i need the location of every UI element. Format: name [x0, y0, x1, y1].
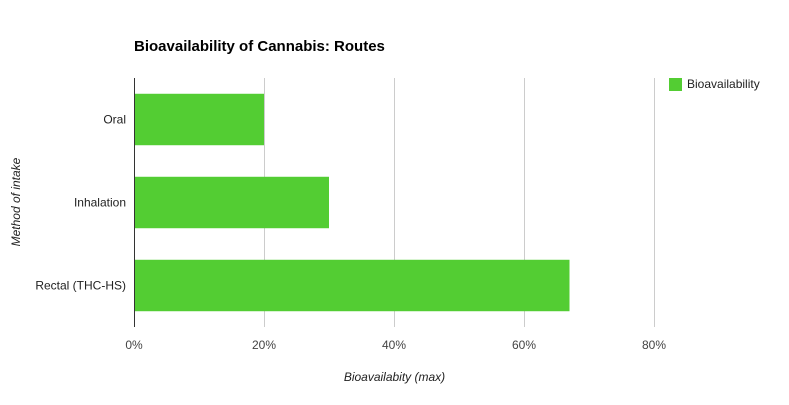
x-axis-label: Bioavailabity (max) [343, 370, 446, 384]
x-tick-label: 80% [642, 338, 666, 352]
y-tick-label: Inhalation [74, 196, 126, 210]
legend-label: Bioavailability [687, 77, 760, 91]
y-axis-label: Method of intake [9, 157, 23, 247]
y-tick-label: Oral [103, 113, 126, 127]
bar [134, 93, 264, 146]
legend-swatch [669, 77, 682, 91]
y-tick-label: Rectal (THC-HS) [35, 279, 126, 293]
chart-title: Bioavailability of Cannabis: Routes [134, 38, 385, 55]
x-tick-label: 40% [382, 338, 406, 352]
x-tick-label: 20% [252, 338, 276, 352]
x-tick-label: 0% [125, 338, 143, 352]
bar [134, 176, 329, 229]
legend: Bioavailability [669, 77, 760, 91]
bar [134, 259, 570, 312]
x-tick-label: 60% [512, 338, 536, 352]
